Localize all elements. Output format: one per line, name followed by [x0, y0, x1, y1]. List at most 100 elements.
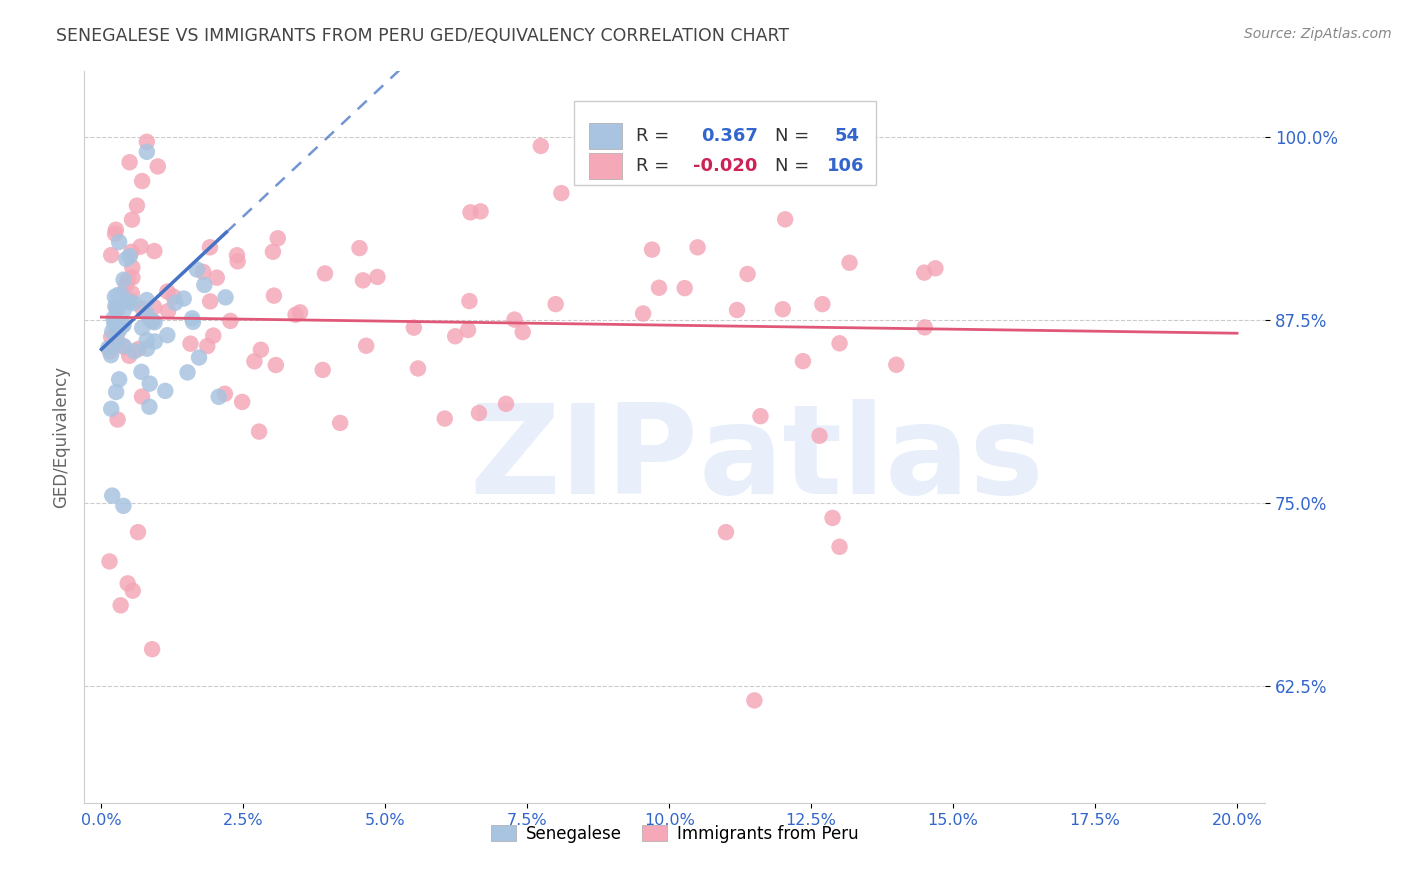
Point: [138, 400, 160, 414]
Point: [914, 320, 936, 334]
Point: [100, 330, 122, 344]
Point: [112, 273, 135, 287]
Point: [458, 294, 481, 309]
Point: [118, 349, 141, 363]
Point: [124, 344, 146, 359]
Point: [118, 249, 141, 263]
Point: [468, 406, 491, 420]
Point: [460, 205, 482, 219]
Point: [311, 363, 333, 377]
Point: [243, 354, 266, 368]
Point: [131, 365, 153, 379]
Point: [202, 328, 225, 343]
Point: [470, 204, 492, 219]
Point: [103, 317, 125, 331]
Point: [198, 294, 221, 309]
Point: [193, 277, 215, 292]
Point: [127, 525, 149, 540]
Point: [143, 244, 166, 258]
Text: 0.367: 0.367: [700, 127, 758, 145]
Point: [135, 145, 157, 159]
Text: R =: R =: [636, 157, 669, 175]
Point: [349, 241, 371, 255]
Point: [118, 155, 141, 169]
Point: [828, 336, 851, 351]
Point: [406, 361, 429, 376]
Point: [108, 235, 131, 249]
Point: [165, 295, 187, 310]
Point: [121, 260, 143, 275]
Point: [136, 342, 159, 356]
Point: [141, 642, 163, 657]
Point: [143, 315, 166, 329]
Point: [366, 269, 388, 284]
Point: [631, 306, 654, 320]
Point: [176, 365, 198, 379]
Point: [284, 308, 307, 322]
Point: [129, 239, 152, 253]
Point: [121, 270, 143, 285]
Point: [205, 270, 228, 285]
Point: [226, 254, 249, 268]
Point: [139, 312, 162, 326]
Point: [191, 265, 214, 279]
Point: [512, 325, 534, 339]
Text: SENEGALESE VS IMMIGRANTS FROM PERU GED/EQUIVALENCY CORRELATION CHART: SENEGALESE VS IMMIGRANTS FROM PERU GED/E…: [56, 27, 789, 45]
Point: [156, 328, 179, 343]
Point: [214, 290, 236, 304]
Point: [179, 336, 201, 351]
Point: [143, 334, 166, 349]
Point: [135, 307, 157, 321]
Point: [110, 288, 132, 302]
Point: [104, 290, 127, 304]
Point: [503, 312, 526, 326]
Point: [673, 281, 696, 295]
Point: [181, 311, 204, 326]
Point: [117, 576, 139, 591]
Point: [107, 288, 129, 302]
Text: 106: 106: [827, 157, 865, 175]
Point: [101, 325, 124, 339]
Point: [530, 139, 553, 153]
Point: [156, 285, 179, 299]
FancyBboxPatch shape: [575, 101, 876, 185]
Point: [115, 277, 138, 292]
Point: [772, 302, 794, 317]
Text: ZIP: ZIP: [470, 399, 699, 519]
Point: [737, 267, 759, 281]
Point: [186, 262, 208, 277]
Point: [105, 302, 128, 317]
Point: [288, 305, 311, 319]
Point: [773, 212, 796, 227]
Point: [457, 323, 479, 337]
Point: [98, 554, 121, 568]
Point: [108, 322, 131, 336]
Point: [110, 293, 132, 308]
Point: [744, 693, 766, 707]
Text: R =: R =: [636, 127, 669, 145]
Text: 54: 54: [834, 127, 859, 145]
Point: [263, 288, 285, 302]
Point: [118, 293, 141, 307]
FancyBboxPatch shape: [589, 153, 621, 179]
Point: [267, 231, 290, 245]
Point: [821, 511, 844, 525]
Point: [792, 354, 814, 368]
Point: [98, 344, 121, 359]
Point: [641, 243, 664, 257]
Point: [100, 401, 122, 416]
Point: [125, 199, 148, 213]
Point: [725, 303, 748, 318]
Point: [352, 273, 374, 287]
Point: [247, 425, 270, 439]
Point: [314, 267, 336, 281]
Point: [128, 342, 150, 356]
Point: [131, 174, 153, 188]
Text: N =: N =: [775, 157, 810, 175]
Point: [811, 297, 834, 311]
Point: [121, 244, 143, 259]
Point: [141, 313, 163, 327]
Point: [100, 348, 122, 362]
Point: [104, 223, 127, 237]
Point: [121, 286, 143, 301]
